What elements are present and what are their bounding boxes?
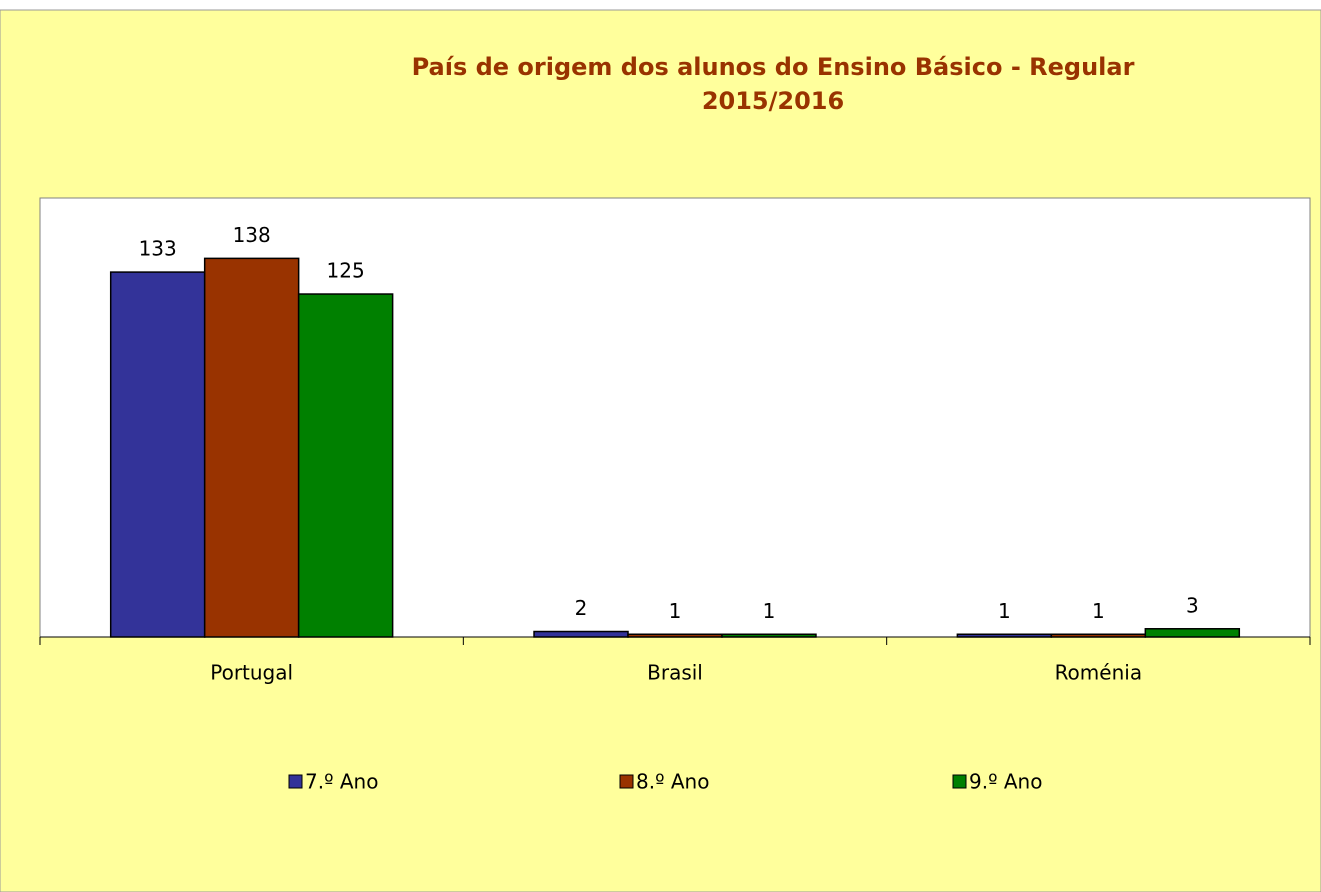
value-label: 1 bbox=[763, 599, 776, 623]
chart-subtitle: 2015/2016 bbox=[702, 87, 844, 115]
x-tick-label: Portugal bbox=[210, 661, 293, 685]
legend-swatch bbox=[619, 774, 634, 789]
bar bbox=[956, 633, 1053, 638]
bar bbox=[721, 633, 817, 638]
value-label: 1 bbox=[1092, 599, 1105, 623]
legend-label: 9.º Ano bbox=[969, 770, 1042, 794]
value-label: 3 bbox=[1186, 593, 1199, 617]
value-label: 133 bbox=[139, 237, 177, 261]
value-label: 2 bbox=[575, 596, 588, 620]
bar bbox=[627, 633, 723, 638]
value-label: 138 bbox=[233, 223, 271, 247]
value-label: 1 bbox=[669, 599, 682, 623]
legend-label: 8.º Ano bbox=[636, 770, 709, 794]
bar bbox=[297, 293, 394, 638]
bar bbox=[109, 271, 206, 638]
legend-swatch bbox=[288, 774, 303, 789]
chart-title: País de origem dos alunos do Ensino Bási… bbox=[412, 53, 1135, 81]
value-label: 1 bbox=[998, 599, 1011, 623]
bar bbox=[1050, 633, 1147, 638]
legend-swatch bbox=[952, 774, 967, 789]
bar bbox=[533, 630, 629, 638]
x-tick-label: Brasil bbox=[647, 661, 703, 685]
bar bbox=[203, 257, 300, 638]
legend-label: 7.º Ano bbox=[305, 770, 378, 794]
bar bbox=[1144, 628, 1241, 638]
value-label: 125 bbox=[327, 259, 365, 283]
x-tick-label: Roménia bbox=[1055, 661, 1143, 685]
